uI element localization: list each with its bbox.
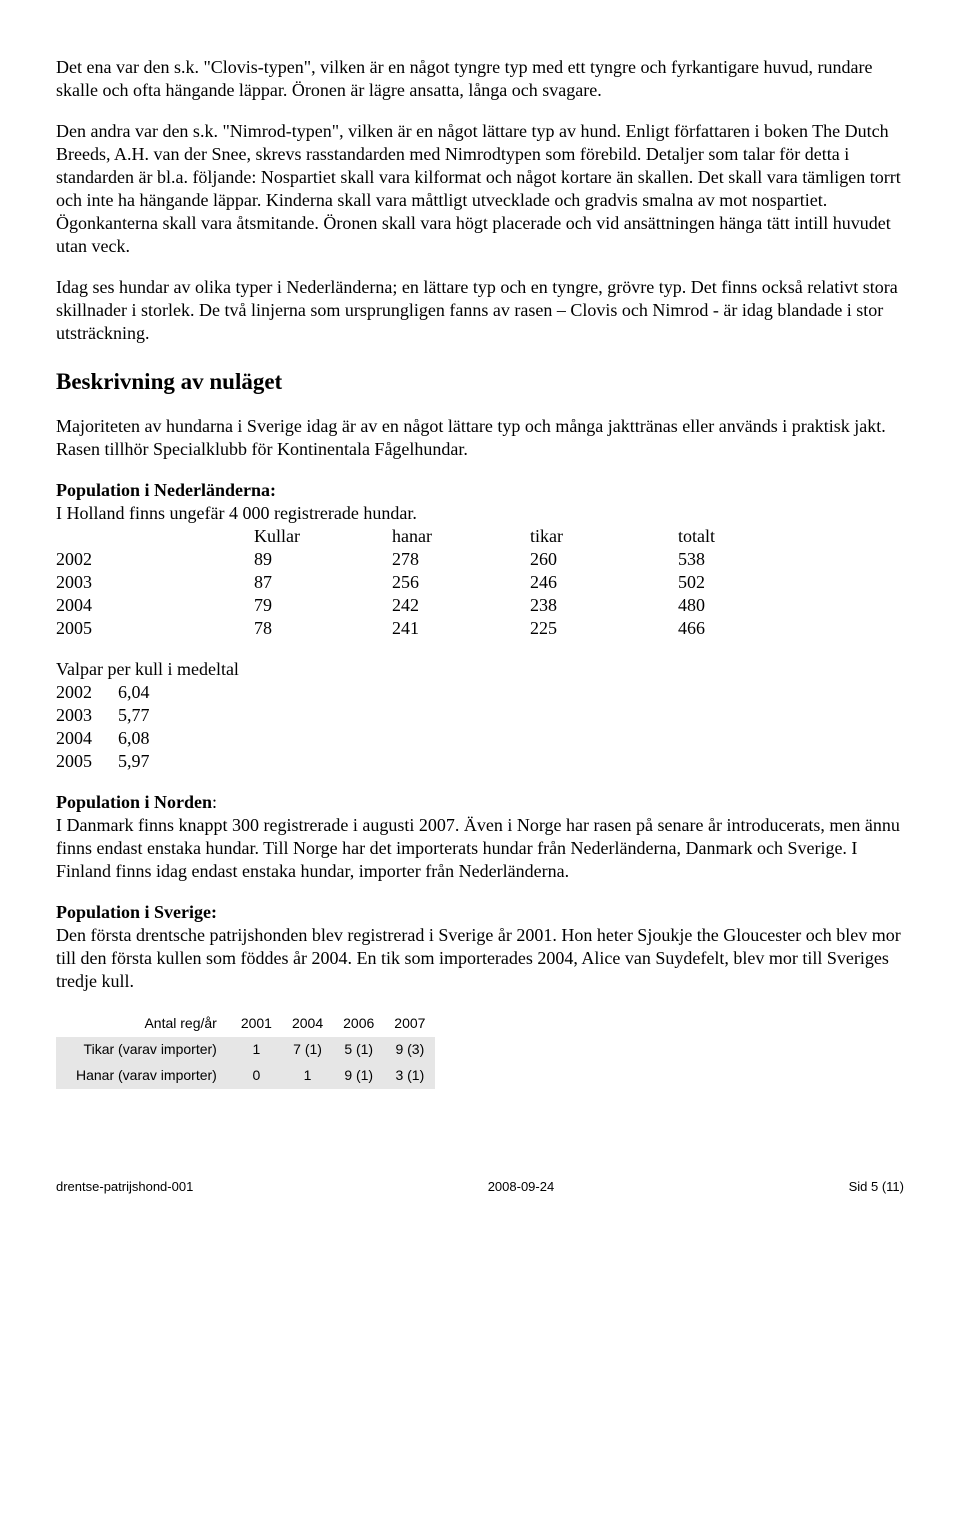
page-footer: drentse-patrijshond-001 2008-09-24 Sid 5… bbox=[56, 1179, 904, 1196]
paragraph-pop-norden: Population i Norden: I Danmark finns kna… bbox=[56, 791, 904, 883]
table-row: Tikar (varav importer) 1 7 (1) 5 (1) 9 (… bbox=[56, 1037, 435, 1063]
heading-nulage: Beskrivning av nuläget bbox=[56, 367, 904, 396]
table-row: 20026,04 bbox=[56, 681, 176, 704]
table-row: 2002 89 278 260 538 bbox=[56, 548, 806, 571]
heading-pop-norden: Population i Norden bbox=[56, 792, 212, 812]
table-avg: 20026,04 20035,77 20046,08 20055,97 bbox=[56, 681, 176, 773]
footer-left: drentse-patrijshond-001 bbox=[56, 1179, 193, 1196]
table-pop-nl: Kullar hanar tikar totalt 2002 89 278 26… bbox=[56, 525, 806, 640]
table-row: 2005 78 241 225 466 bbox=[56, 617, 806, 640]
table-row: 20055,97 bbox=[56, 750, 176, 773]
paragraph-majority: Majoriteten av hundarna i Sverige idag ä… bbox=[56, 415, 904, 461]
table-reg: Antal reg/år 2001 2004 2006 2007 Tikar (… bbox=[56, 1011, 435, 1089]
table-row: Hanar (varav importer) 0 1 9 (1) 3 (1) bbox=[56, 1063, 435, 1089]
table-row: 20046,08 bbox=[56, 727, 176, 750]
paragraph-nimrod: Den andra var den s.k. "Nimrod-typen", v… bbox=[56, 120, 904, 258]
paragraph-today: Idag ses hundar av olika typer i Nederlä… bbox=[56, 276, 904, 345]
table-row: 2004 79 242 238 480 bbox=[56, 594, 806, 617]
paragraph-pop-se: Population i Sverige: Den första drentsc… bbox=[56, 901, 904, 993]
table-row: 20035,77 bbox=[56, 704, 176, 727]
heading-pop-se: Population i Sverige: bbox=[56, 902, 217, 922]
text-pop-nl-intro: I Holland finns ungefär 4 000 registrera… bbox=[56, 503, 417, 523]
paragraph-clovis: Det ena var den s.k. "Clovis-typen", vil… bbox=[56, 56, 904, 102]
heading-avg: Valpar per kull i medeltal bbox=[56, 658, 904, 681]
footer-right: Sid 5 (11) bbox=[849, 1179, 904, 1196]
table-row: 2003 87 256 246 502 bbox=[56, 571, 806, 594]
heading-pop-nl: Population i Nederländerna: bbox=[56, 480, 276, 500]
footer-center: 2008-09-24 bbox=[488, 1179, 555, 1196]
